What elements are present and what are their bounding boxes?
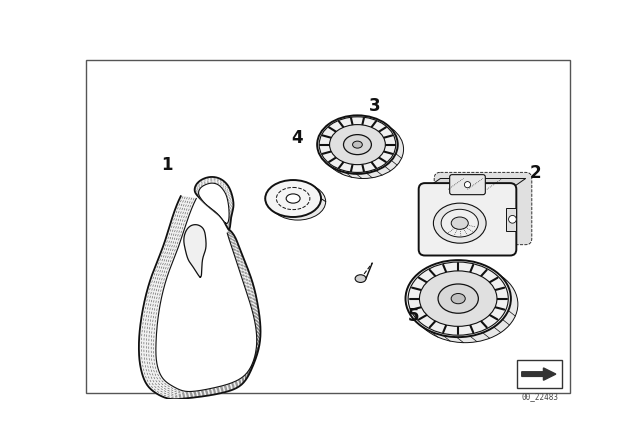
Ellipse shape bbox=[412, 266, 518, 343]
Ellipse shape bbox=[353, 141, 362, 148]
Polygon shape bbox=[184, 224, 206, 277]
Text: 4: 4 bbox=[291, 129, 303, 147]
Ellipse shape bbox=[270, 183, 326, 220]
Polygon shape bbox=[139, 196, 260, 399]
Ellipse shape bbox=[344, 134, 371, 155]
Ellipse shape bbox=[441, 209, 478, 237]
Ellipse shape bbox=[451, 217, 468, 229]
Ellipse shape bbox=[330, 125, 385, 165]
Text: 5: 5 bbox=[408, 306, 419, 324]
Ellipse shape bbox=[323, 120, 404, 178]
FancyBboxPatch shape bbox=[434, 172, 532, 245]
Ellipse shape bbox=[433, 203, 486, 243]
FancyBboxPatch shape bbox=[419, 183, 516, 255]
Ellipse shape bbox=[419, 271, 497, 326]
Polygon shape bbox=[425, 178, 525, 189]
Polygon shape bbox=[198, 183, 229, 224]
Bar bbox=[517, 360, 562, 388]
Text: 1: 1 bbox=[161, 156, 173, 174]
Ellipse shape bbox=[451, 293, 465, 304]
Text: 2: 2 bbox=[530, 164, 541, 182]
Ellipse shape bbox=[438, 284, 478, 313]
Polygon shape bbox=[522, 368, 556, 380]
Text: 3: 3 bbox=[369, 97, 380, 115]
Bar bbox=[506, 208, 516, 231]
Polygon shape bbox=[195, 177, 234, 229]
FancyBboxPatch shape bbox=[450, 175, 485, 195]
Ellipse shape bbox=[355, 275, 366, 282]
Circle shape bbox=[509, 215, 516, 223]
Circle shape bbox=[465, 181, 470, 188]
Text: 00_22483: 00_22483 bbox=[521, 392, 558, 401]
Ellipse shape bbox=[265, 180, 321, 217]
Ellipse shape bbox=[286, 194, 300, 203]
Ellipse shape bbox=[317, 116, 397, 174]
Ellipse shape bbox=[406, 260, 511, 337]
